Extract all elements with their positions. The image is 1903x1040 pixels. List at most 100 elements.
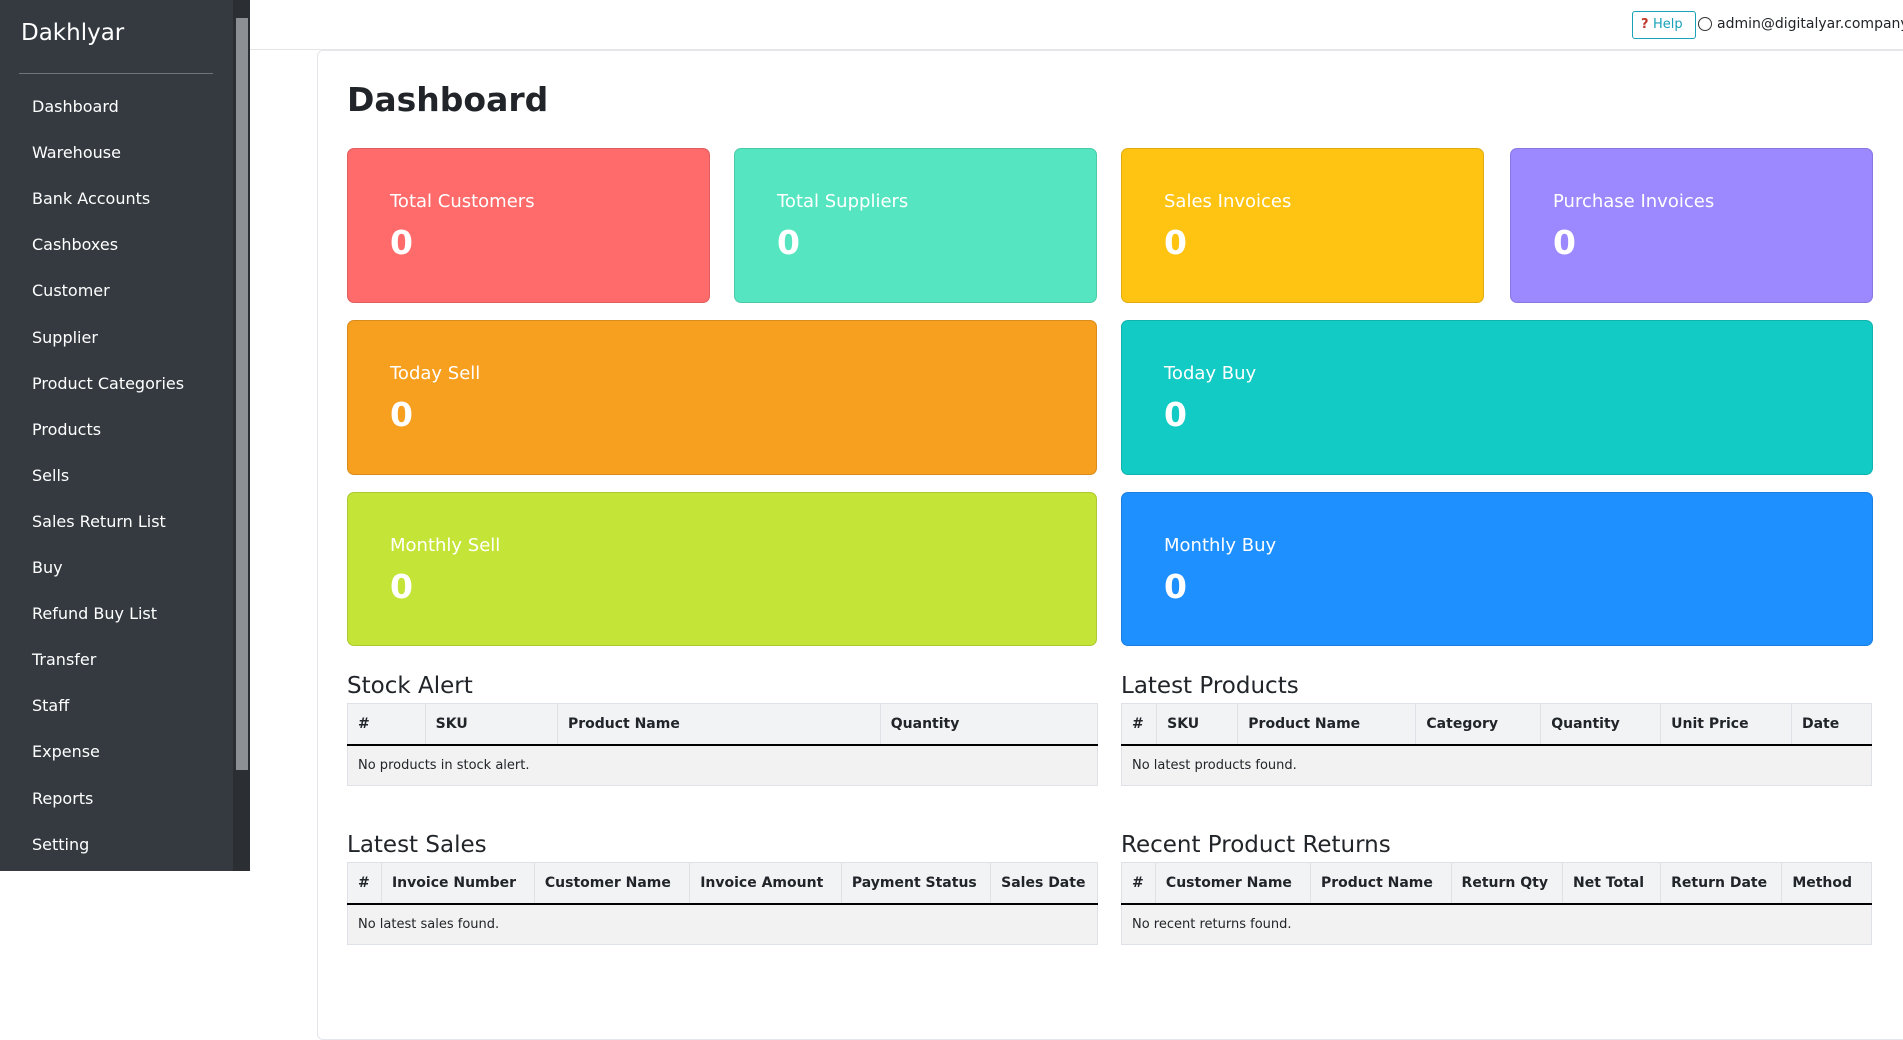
menu-item[interactable]: Bank Accounts	[32, 189, 151, 209]
menu-item[interactable]: Setting	[32, 834, 90, 854]
user-icon	[1698, 17, 1712, 31]
menu-item[interactable]: Reports	[32, 788, 94, 808]
table-head: # SKU Product Name Quantity	[347, 703, 1099, 746]
card-label: Sales Invoices	[1164, 191, 1292, 212]
column-header: Date	[1791, 703, 1873, 746]
column-header: Quantity	[1540, 703, 1662, 746]
card-label: Today Sell	[390, 363, 481, 384]
card-label: Total Customers	[390, 191, 535, 212]
column-header: Sales Date	[990, 862, 1098, 905]
card-value: 0	[390, 567, 413, 606]
table-body: No latest products found.	[1121, 744, 1872, 786]
menu-item[interactable]: Refund Buy List	[32, 604, 158, 624]
table-title: Latest Products	[1121, 673, 1299, 699]
stat-card: Total Suppliers 0	[734, 148, 1097, 303]
column-header: Method	[1781, 862, 1872, 905]
card-value: 0	[1164, 395, 1187, 434]
stat-card: Sales Invoices 0	[1121, 148, 1484, 303]
card-value: 0	[1164, 223, 1187, 262]
page-title: Dashboard	[347, 80, 549, 119]
column-header: Quantity	[880, 703, 1099, 746]
card-label: Purchase Invoices	[1553, 191, 1715, 212]
table-body: No latest sales found.	[347, 903, 1098, 945]
table-title: Recent Product Returns	[1121, 832, 1391, 858]
header-row: # SKU Product Name Category Quantity Unit Pri…	[1121, 703, 1873, 746]
table-section: Latest Products # SKU Product Name Category Q…	[1121, 673, 1873, 786]
menu-item[interactable]: Sells	[32, 465, 70, 485]
table-head: # Invoice Number Customer Name Invoice Amou…	[347, 862, 1098, 905]
stat-card: Today Buy 0	[1121, 320, 1873, 475]
menu-item[interactable]: Warehouse	[32, 143, 121, 163]
table-body: No products in stock alert.	[347, 744, 1098, 786]
column-header: SKU	[1156, 703, 1239, 746]
menu-item[interactable]: Product Categories	[32, 373, 185, 393]
empty-row: No latest products found.	[1121, 744, 1872, 786]
menu-item[interactable]: Sales Return List	[32, 511, 166, 531]
stat-card: Purchase Invoices 0	[1510, 148, 1873, 303]
column-header: Return Qty	[1451, 862, 1564, 905]
table-body: No recent returns found.	[1121, 903, 1872, 945]
menu-item[interactable]: Transfer	[32, 650, 97, 670]
column-header: Category	[1415, 703, 1542, 746]
page: Dakhlyar Dashboard Warehouse Bank Accounts…	[0, 0, 1903, 1019]
brand: Dakhlyar	[21, 20, 125, 46]
menu-item[interactable]: Cashboxes	[32, 235, 119, 255]
empty-row: No latest sales found.	[347, 903, 1098, 945]
menu-item[interactable]: Expense	[32, 742, 100, 762]
stat-card: Total Customers 0	[347, 148, 710, 303]
user-email[interactable]: admin@digitalyar.company	[1717, 16, 1903, 32]
header-border	[250, 49, 1903, 50]
card-label: Monthly Sell	[390, 535, 501, 556]
table-title: Stock Alert	[347, 673, 473, 699]
column-header: Product Name	[1310, 862, 1452, 905]
stat-card: Monthly Sell 0	[347, 492, 1097, 646]
card-label: Total Suppliers	[777, 191, 909, 212]
column-header: Invoice Amount	[689, 862, 842, 905]
header-row: # Invoice Number Customer Name Invoice Amou…	[347, 862, 1098, 905]
menu-item[interactable]: Customer	[32, 281, 110, 301]
column-header: #	[1121, 862, 1156, 905]
column-header: Product Name	[557, 703, 881, 746]
card-value: 0	[1164, 567, 1187, 606]
stat-card: Monthly Buy 0	[1121, 492, 1873, 646]
header-row: # SKU Product Name Quantity	[347, 703, 1099, 746]
stat-card: Today Sell 0	[347, 320, 1097, 475]
column-header: Net Total	[1562, 862, 1662, 905]
column-header: #	[347, 862, 382, 905]
empty-row: No products in stock alert.	[347, 744, 1098, 786]
data-table: # SKU Product Name Quantity No products in s…	[347, 703, 1099, 786]
help-button[interactable]: Help	[1632, 11, 1696, 39]
data-table: # Customer Name Product Name Return Qty Net …	[1121, 862, 1872, 945]
header-row: # Customer Name Product Name Return Qty Net …	[1121, 862, 1872, 905]
column-header: #	[347, 703, 426, 746]
column-header: Customer Name	[534, 862, 691, 905]
data-table: # SKU Product Name Category Quantity Unit Pri…	[1121, 703, 1873, 786]
table-title: Latest Sales	[347, 832, 487, 858]
column-header: SKU	[425, 703, 558, 746]
sidebar: Dakhlyar Dashboard Warehouse Bank Accounts…	[0, 0, 250, 871]
column-header: Invoice Number	[381, 862, 535, 905]
empty-message: No latest products found.	[1121, 744, 1872, 786]
column-header: #	[1121, 703, 1158, 746]
empty-message: No latest sales found.	[347, 903, 1098, 945]
menu-item[interactable]: Products	[32, 419, 102, 439]
empty-message: No products in stock alert.	[347, 744, 1098, 786]
empty-message: No recent returns found.	[1121, 903, 1872, 945]
table-head: # SKU Product Name Category Quantity Unit Pri…	[1121, 703, 1873, 746]
menu-item[interactable]: Supplier	[32, 327, 98, 347]
column-header: Unit Price	[1660, 703, 1792, 746]
data-table: # Invoice Number Customer Name Invoice Amou…	[347, 862, 1098, 945]
menu-item[interactable]: Staff	[32, 696, 70, 716]
card-value: 0	[390, 395, 413, 434]
table-section: Stock Alert # SKU Product Name Quantity No pr…	[347, 673, 1099, 786]
menu-item[interactable]: Dashboard	[32, 97, 119, 116]
column-header: Product Name	[1237, 703, 1417, 746]
table-section: Latest Sales # Invoice Number Customer Name…	[347, 832, 1098, 945]
divider	[19, 73, 213, 74]
menu-item[interactable]: Buy	[32, 558, 63, 577]
card-label: Monthly Buy	[1164, 535, 1277, 556]
column-header: Payment Status	[841, 862, 992, 905]
card-label: Today Buy	[1164, 363, 1257, 384]
card-value: 0	[390, 223, 413, 262]
scroll-thumb[interactable]	[236, 18, 248, 770]
